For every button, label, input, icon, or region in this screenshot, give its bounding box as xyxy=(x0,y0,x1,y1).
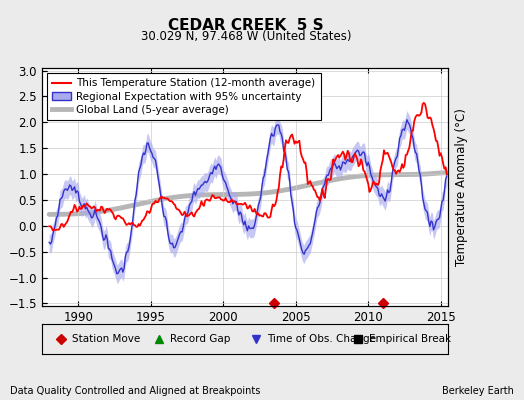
Text: Berkeley Earth: Berkeley Earth xyxy=(442,386,514,396)
Text: CEDAR CREEK  5 S: CEDAR CREEK 5 S xyxy=(169,18,324,33)
Text: Empirical Break: Empirical Break xyxy=(369,334,451,344)
Text: Data Quality Controlled and Aligned at Breakpoints: Data Quality Controlled and Aligned at B… xyxy=(10,386,261,396)
Text: 30.029 N, 97.468 W (United States): 30.029 N, 97.468 W (United States) xyxy=(141,30,352,43)
Text: Record Gap: Record Gap xyxy=(170,334,230,344)
Text: Time of Obs. Change: Time of Obs. Change xyxy=(267,334,376,344)
Legend: This Temperature Station (12-month average), Regional Expectation with 95% uncer: This Temperature Station (12-month avera… xyxy=(47,73,321,120)
Text: Station Move: Station Move xyxy=(72,334,140,344)
Y-axis label: Temperature Anomaly (°C): Temperature Anomaly (°C) xyxy=(455,108,468,266)
